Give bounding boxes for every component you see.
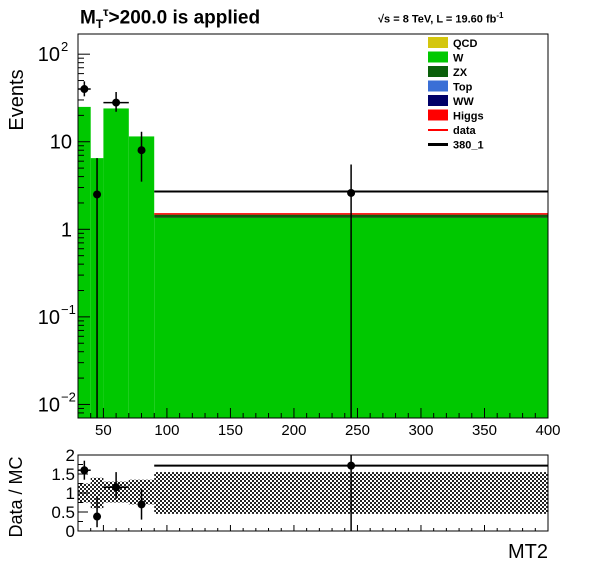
y-axis-label: Events	[6, 69, 28, 130]
x-tick-label: 200	[281, 422, 306, 439]
data-point-1	[93, 190, 102, 199]
legend-swatch-qcd	[428, 37, 448, 48]
legend-swatch-zx	[428, 66, 448, 77]
legend-swatch-w	[428, 51, 448, 63]
x-axis-label: MT2	[508, 541, 548, 563]
ratio-y-axis-label: Data / MC	[6, 456, 26, 537]
ratio-y-tick-label: 1.5	[51, 465, 75, 484]
x-tick-label: 150	[218, 422, 243, 439]
y-tick-label: 10	[50, 132, 72, 154]
ratio-plot: 00.511.52	[51, 446, 549, 541]
data-point-0	[80, 85, 89, 94]
x-tick-label: 350	[472, 422, 497, 439]
legend-swatch-top	[428, 80, 448, 92]
ratio-point-0	[80, 466, 89, 475]
y-tick-exponent: −1	[61, 302, 76, 317]
data-point-2	[112, 98, 121, 107]
ratio-y-tick-label: 0.5	[51, 503, 75, 522]
legend-label-higgs: Higgs	[453, 111, 484, 123]
ratio-point-1	[93, 512, 102, 521]
y-tick-exponent: 2	[61, 39, 68, 54]
legend: QCD W ZX Top WW Higgs data 380_1	[428, 37, 484, 152]
ratio-y-tick-label: 2	[66, 446, 75, 465]
ratio-uncertainty-band-1	[90, 477, 104, 509]
x-tick-label: 400	[535, 422, 560, 439]
x-tick-label: 300	[408, 422, 433, 439]
legend-label-top: Top	[453, 82, 473, 94]
y-tick-exponent: −2	[61, 389, 76, 404]
legend-swatch-ww	[428, 95, 448, 106]
ratio-y-tick-label: 1	[66, 484, 75, 503]
y-tick-label: 10	[38, 307, 60, 329]
title-sup: τ	[103, 5, 109, 19]
y-tick-label: 10	[38, 44, 60, 66]
y-tick-label: 10	[38, 394, 60, 416]
ratio-point-4	[347, 461, 356, 470]
stack-bar-w-0	[78, 106, 91, 419]
title-sub: T	[95, 17, 104, 32]
legend-label-qcd: QCD	[453, 38, 478, 50]
chart-title: MTτ>200.0 is applied	[80, 5, 260, 31]
legend-label-data: data	[453, 125, 477, 137]
legend-label-w: W	[453, 53, 464, 65]
main-plot-frame	[77, 33, 549, 419]
legend-label-380_1: 380_1	[453, 140, 484, 152]
lumi-exp: -1	[496, 11, 504, 20]
legend-label-zx: ZX	[453, 67, 468, 79]
ratio-point-2	[112, 483, 121, 492]
legend-label-ww: WW	[453, 96, 474, 108]
lumi-text: √s = 8 TeV, L = 19.60 fb	[378, 13, 497, 26]
ratio-point-3	[137, 500, 146, 509]
title-rest: >200.0 is applied	[108, 7, 261, 29]
lumi-label: √s = 8 TeV, L = 19.60 fb-1	[378, 11, 503, 26]
ratio-y-tick-label: 0	[66, 522, 75, 541]
title-prefix: M	[80, 7, 96, 29]
x-tick-label: 50	[95, 422, 112, 439]
x-tick-label: 250	[345, 422, 370, 439]
x-tick-label: 100	[154, 422, 179, 439]
y-tick-label: 1	[61, 219, 72, 241]
data-point-4	[347, 188, 356, 197]
stack-bar-w-3	[128, 136, 155, 418]
legend-swatch-higgs	[428, 109, 448, 121]
stack-bar-w-2	[103, 108, 129, 418]
data-point-3	[137, 146, 146, 155]
